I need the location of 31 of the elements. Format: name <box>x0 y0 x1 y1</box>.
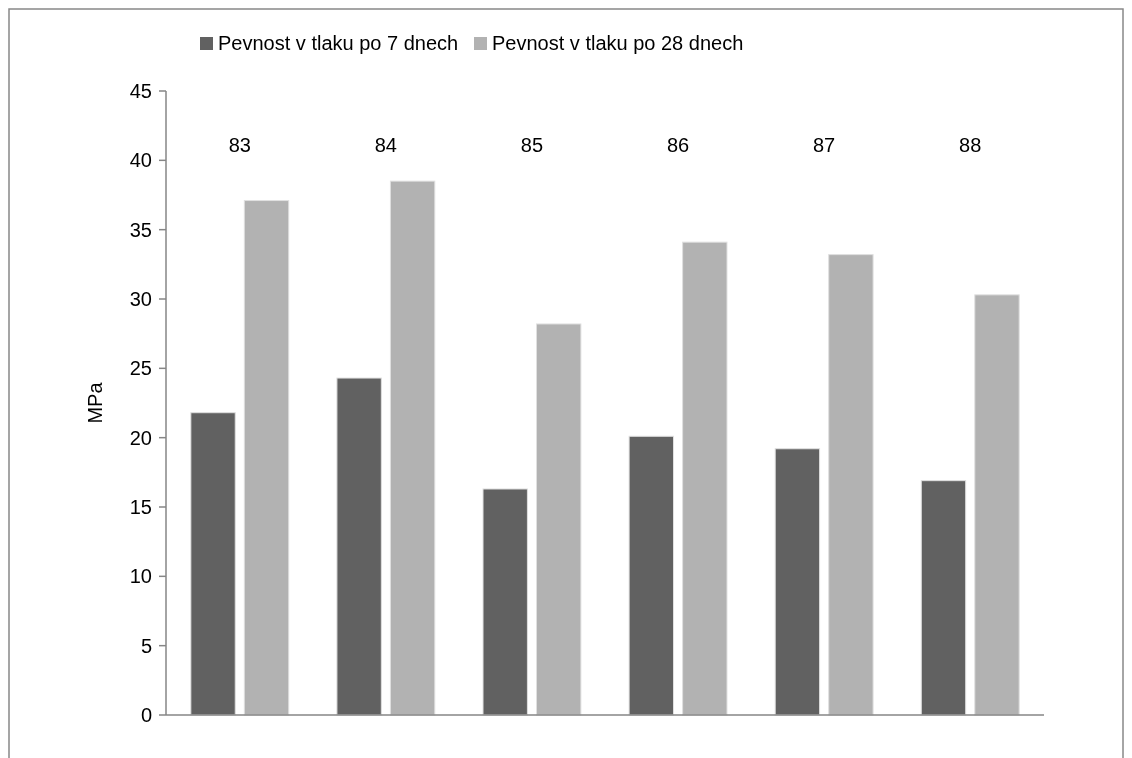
y-tick-label: 45 <box>129 80 152 102</box>
bar <box>828 254 874 716</box>
y-tick-label: 10 <box>129 565 152 588</box>
x-tick-label: 86 <box>666 134 690 156</box>
bar <box>243 200 290 716</box>
bar <box>774 448 821 716</box>
y-tick-label: 15 <box>129 496 152 518</box>
y-tick-label: 0 <box>140 704 152 726</box>
bar <box>190 412 236 716</box>
x-tick-label: 88 <box>959 134 982 156</box>
bar <box>920 480 967 716</box>
x-tick-label: 84 <box>374 134 397 156</box>
bar <box>336 377 382 716</box>
y-tick-label: 35 <box>129 218 152 241</box>
y-tick-label: 40 <box>129 149 152 172</box>
bar <box>628 435 674 716</box>
bar <box>389 180 436 716</box>
y-tick-label: 5 <box>140 634 152 657</box>
y-tick-label: 30 <box>129 288 152 310</box>
legend-label: Pevnost v tlaku po 28 dnech <box>492 32 744 54</box>
x-tick-label: 87 <box>813 134 836 156</box>
bar <box>482 488 528 716</box>
y-tick-label: 20 <box>129 426 152 449</box>
legend-label: Pevnost v tlaku po 7 dnech <box>218 32 459 54</box>
x-tick-label: 83 <box>228 134 251 156</box>
bar <box>974 294 1020 716</box>
y-axis-title: MPa <box>84 381 106 424</box>
y-tick-label: 25 <box>129 357 152 380</box>
bar <box>536 323 582 716</box>
bar <box>682 241 728 716</box>
x-tick-label: 85 <box>520 134 544 156</box>
